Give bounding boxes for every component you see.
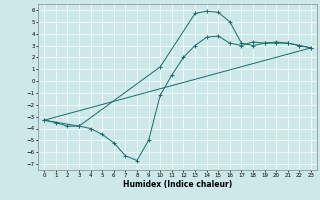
X-axis label: Humidex (Indice chaleur): Humidex (Indice chaleur) xyxy=(123,180,232,189)
